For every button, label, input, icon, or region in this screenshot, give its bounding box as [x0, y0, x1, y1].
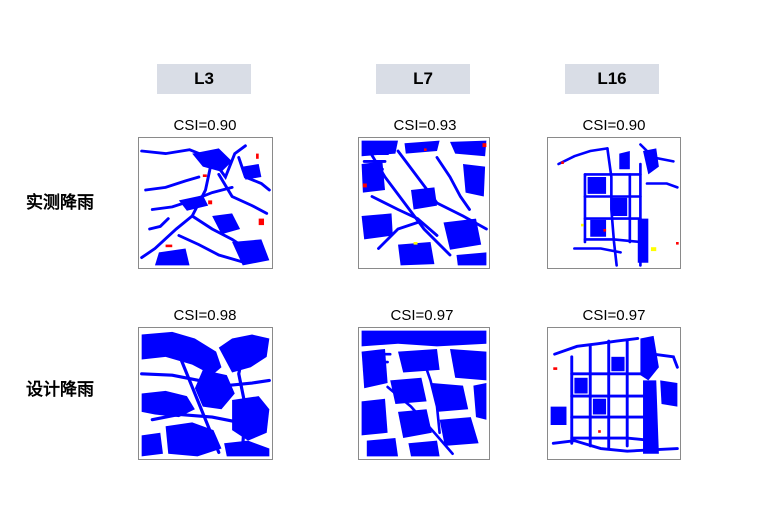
flood-map-observed-l3 — [138, 137, 273, 269]
csi-label-design-l3: CSI=0.98 — [173, 307, 237, 324]
csi-label-observed-l3: CSI=0.90 — [173, 117, 237, 134]
csi-label-observed-l16: CSI=0.90 — [582, 117, 646, 134]
flood-map-observed-l7 — [358, 137, 490, 269]
csi-label-design-l7: CSI=0.97 — [390, 307, 454, 324]
flood-map-design-l3 — [138, 327, 273, 460]
column-header-l3: L3 — [157, 64, 251, 94]
column-header-l16: L16 — [565, 64, 659, 94]
row-label-observed-rainfall: 实测降雨 — [26, 193, 94, 213]
flood-map-design-l16 — [547, 327, 681, 460]
flood-map-observed-l16 — [547, 137, 681, 269]
column-header-l7: L7 — [376, 64, 470, 94]
csi-label-design-l16: CSI=0.97 — [582, 307, 646, 324]
row-label-design-rainfall: 设计降雨 — [26, 380, 94, 400]
csi-label-observed-l7: CSI=0.93 — [393, 117, 457, 134]
flood-map-design-l7 — [358, 327, 490, 460]
